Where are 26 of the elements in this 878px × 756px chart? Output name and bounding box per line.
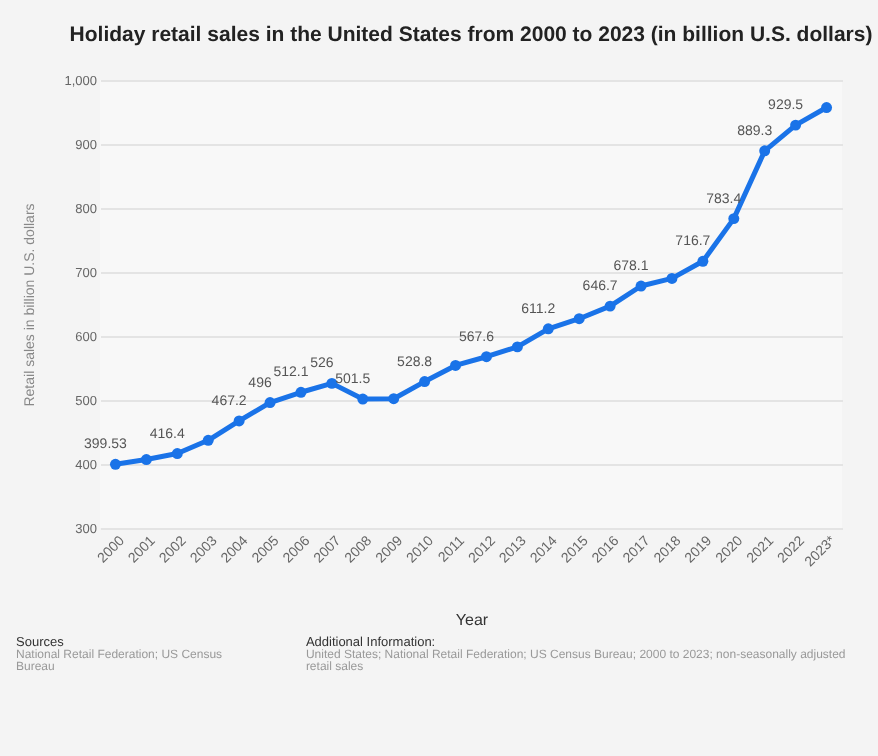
point [790, 119, 802, 131]
point [511, 341, 523, 353]
point [759, 145, 771, 157]
chart-title: Holiday retail sales in the United States from 2000 to 2023 (in billion U.S. dollars) [69, 23, 873, 47]
point [109, 458, 121, 470]
point [728, 213, 740, 225]
point [388, 393, 400, 405]
point [140, 454, 152, 465]
point [233, 415, 245, 427]
point [697, 255, 709, 267]
point [295, 386, 307, 398]
point [171, 448, 183, 459]
point [357, 393, 369, 405]
x-axis-title: Year [455, 610, 489, 629]
point [264, 397, 276, 409]
point [202, 434, 214, 446]
point [604, 300, 616, 312]
point [821, 102, 833, 113]
point [326, 377, 338, 389]
point [419, 376, 431, 388]
point [542, 323, 554, 335]
point [635, 280, 647, 292]
point [450, 359, 462, 371]
point [573, 313, 585, 325]
point [480, 351, 492, 363]
point [666, 272, 678, 284]
